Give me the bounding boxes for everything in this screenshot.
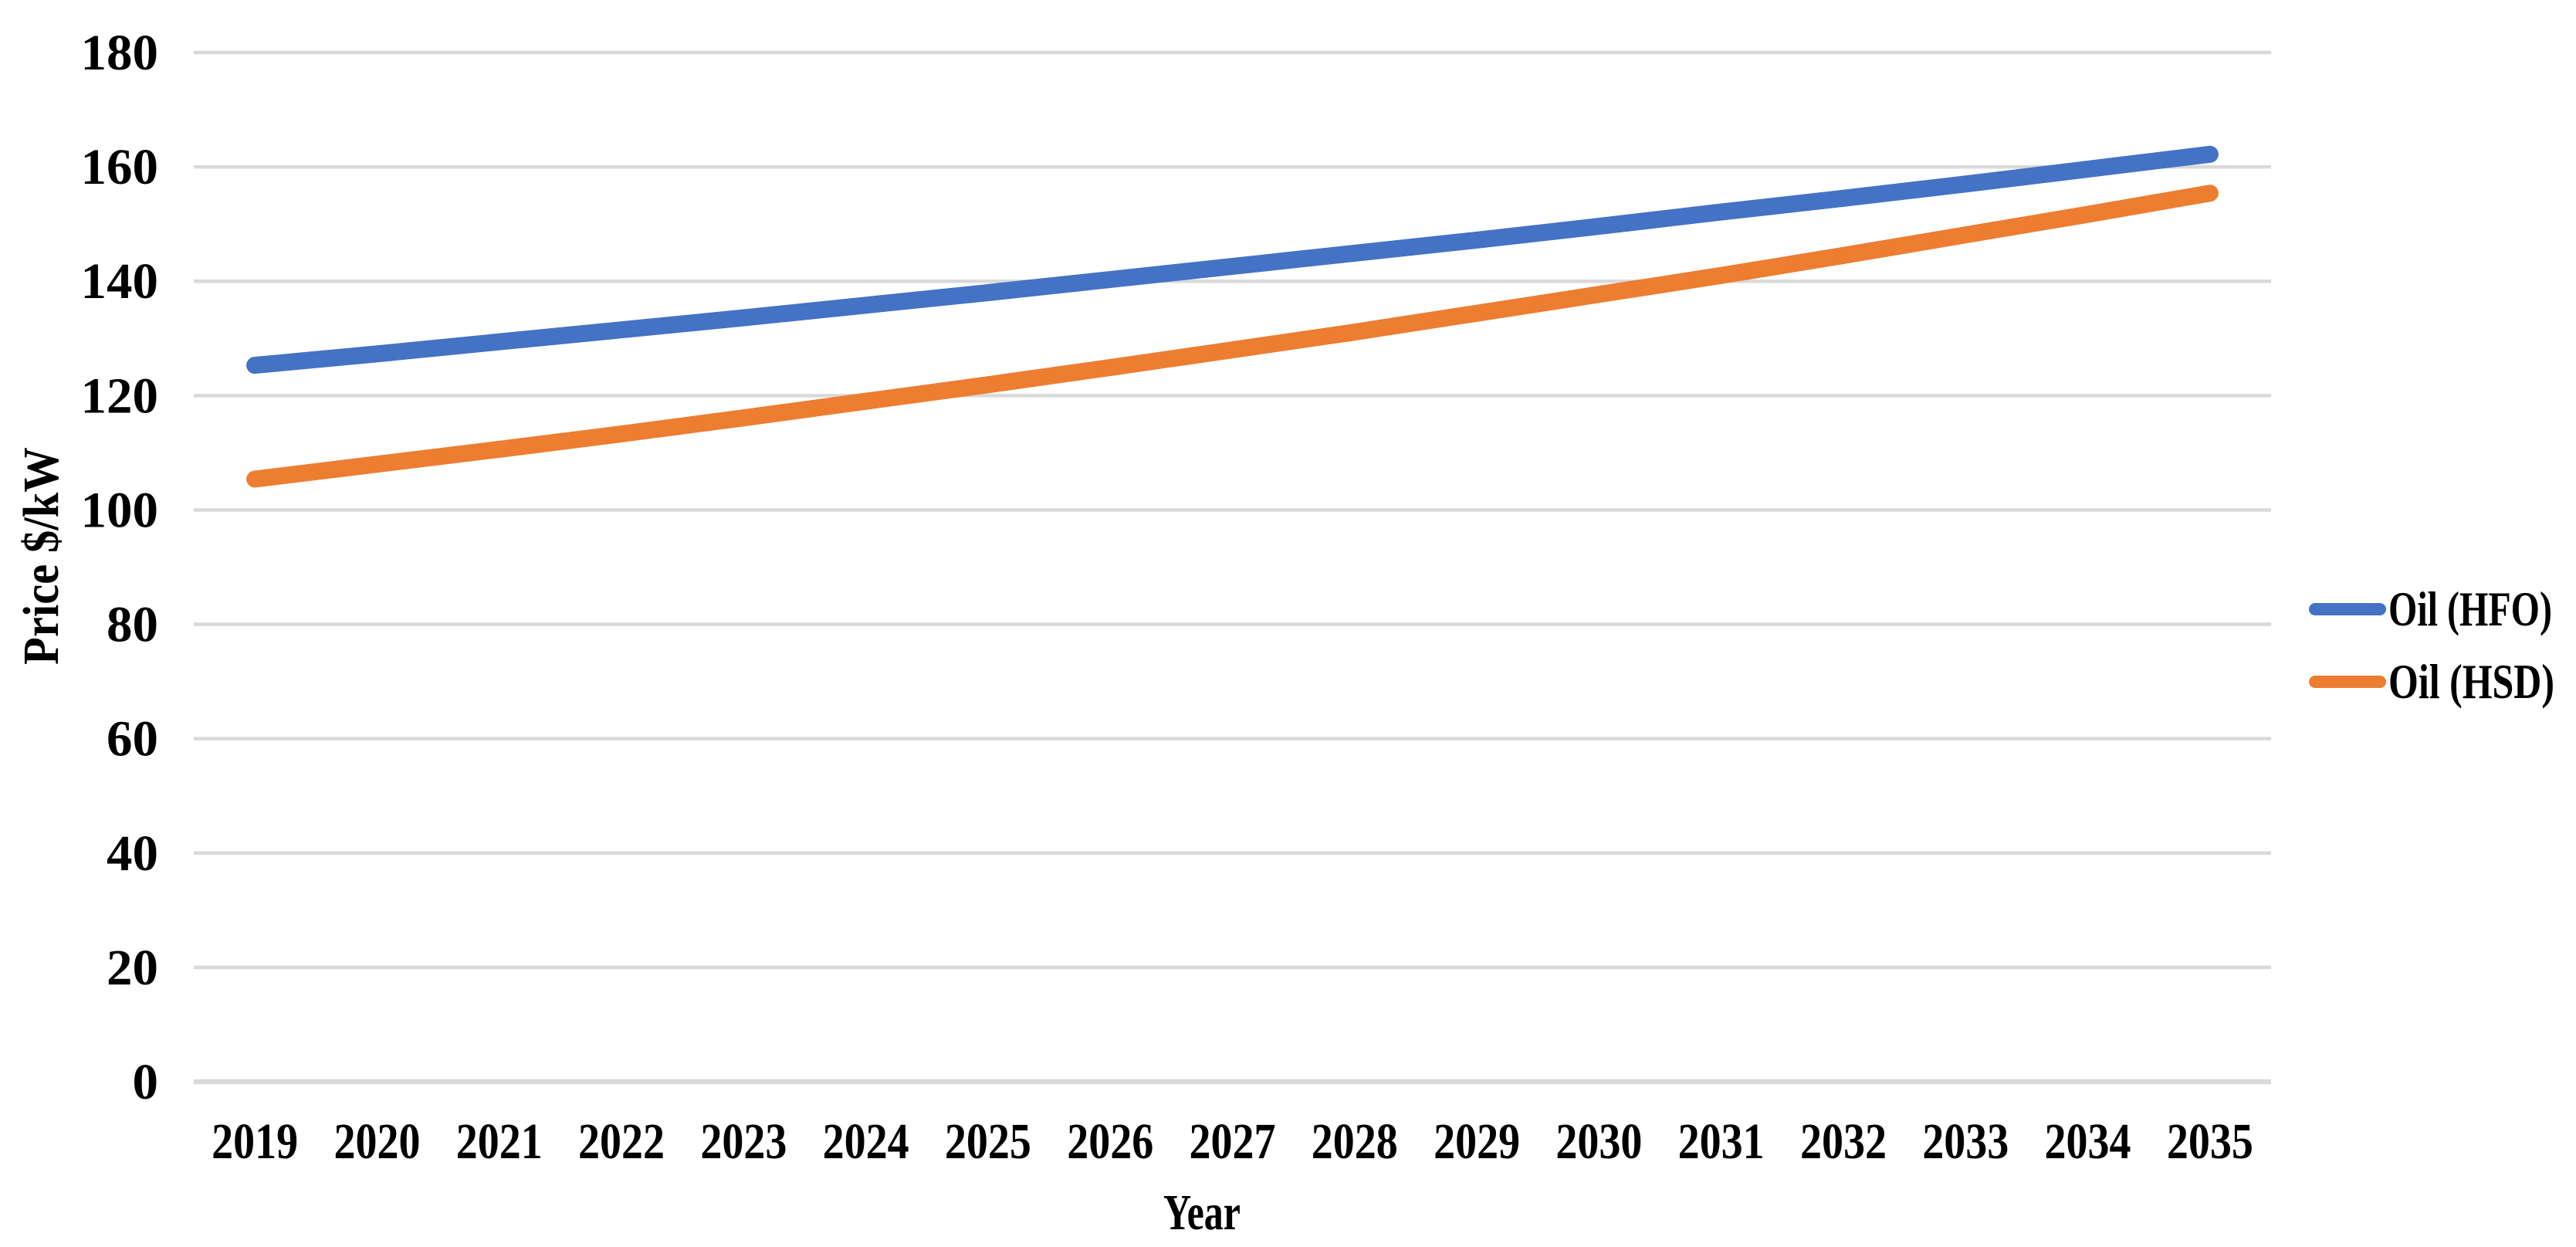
x-tick-2022: 2022 xyxy=(578,1113,665,1170)
y-axis-title: Price $/kW xyxy=(13,447,69,665)
y-tick-0: 0 xyxy=(133,1054,159,1110)
y-tick-40: 40 xyxy=(107,825,158,882)
legend: Oil (HFO) Oil (HSD) xyxy=(2309,581,2554,709)
y-tick-180: 180 xyxy=(81,25,159,81)
x-tick-2024: 2024 xyxy=(823,1113,909,1170)
legend-label-oil-hfo: Oil (HFO) xyxy=(2388,581,2552,636)
x-tick-2026: 2026 xyxy=(1067,1113,1153,1170)
x-tick-2020: 2020 xyxy=(333,1113,420,1170)
x-axis-title: Year xyxy=(1163,1184,1241,1241)
y-tick-140: 140 xyxy=(81,253,159,310)
x-axis-tick-labels: 2019 2020 2021 2022 2023 2024 2025 2026 2027 2028… xyxy=(212,1113,2253,1170)
x-tick-2031: 2031 xyxy=(1678,1113,1765,1170)
series-line-oil-hsd xyxy=(246,185,2219,488)
y-tick-160: 160 xyxy=(81,139,159,195)
y-tick-100: 100 xyxy=(81,482,159,538)
series-group xyxy=(246,145,2219,488)
x-tick-2023: 2023 xyxy=(700,1113,787,1170)
series-line-oil-hfo xyxy=(246,145,2219,374)
x-tick-2032: 2032 xyxy=(1800,1113,1887,1170)
x-tick-2035: 2035 xyxy=(2167,1113,2253,1170)
y-tick-20: 20 xyxy=(107,940,158,996)
y-axis-tick-labels: 0 20 40 60 80 100 120 140 160 180 xyxy=(81,25,159,1110)
gridlines-group xyxy=(194,50,2271,1085)
y-tick-80: 80 xyxy=(107,597,158,653)
x-tick-2019: 2019 xyxy=(212,1113,298,1170)
x-tick-2025: 2025 xyxy=(945,1113,1031,1170)
y-tick-120: 120 xyxy=(81,368,159,424)
x-tick-2028: 2028 xyxy=(1312,1113,1398,1170)
x-tick-2027: 2027 xyxy=(1190,1113,1276,1170)
x-tick-2034: 2034 xyxy=(2045,1113,2131,1170)
y-tick-60: 60 xyxy=(107,711,158,768)
legend-label-oil-hsd: Oil (HSD) xyxy=(2388,654,2554,709)
x-tick-2033: 2033 xyxy=(1922,1113,2009,1170)
x-tick-2030: 2030 xyxy=(1555,1113,1642,1170)
x-tick-2021: 2021 xyxy=(456,1113,543,1170)
x-tick-2029: 2029 xyxy=(1434,1113,1520,1170)
